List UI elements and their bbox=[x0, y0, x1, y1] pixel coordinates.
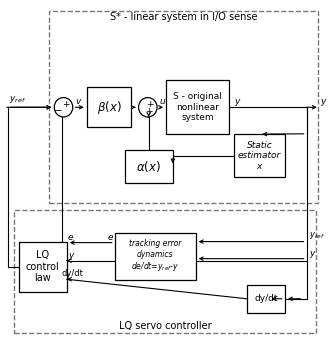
Text: tracking error
dynamics
de/dt=y$_{ref}$-y: tracking error dynamics de/dt=y$_{ref}$-… bbox=[129, 239, 182, 274]
Text: $y_{ref}$: $y_{ref}$ bbox=[9, 94, 26, 105]
Bar bbox=[125, 150, 173, 183]
Bar bbox=[48, 11, 318, 204]
Circle shape bbox=[138, 97, 157, 117]
Text: e: e bbox=[68, 232, 73, 242]
Circle shape bbox=[54, 97, 73, 117]
Bar bbox=[19, 242, 67, 292]
Text: dy/dt: dy/dt bbox=[61, 269, 83, 278]
Text: +: + bbox=[145, 107, 153, 116]
Bar bbox=[14, 211, 316, 333]
Text: LQ servo controller: LQ servo controller bbox=[119, 321, 211, 331]
Text: y: y bbox=[234, 96, 240, 105]
Text: S* - linear system in I/O sense: S* - linear system in I/O sense bbox=[110, 12, 257, 22]
Text: $y_{ref}$: $y_{ref}$ bbox=[309, 229, 325, 240]
Text: LQ
control
law: LQ control law bbox=[26, 250, 60, 283]
Text: +: + bbox=[146, 100, 154, 109]
Text: S - original
nonlinear
system: S - original nonlinear system bbox=[173, 92, 222, 122]
Text: u: u bbox=[159, 96, 165, 105]
Text: e: e bbox=[108, 232, 114, 242]
Text: v: v bbox=[75, 96, 81, 105]
Text: +: + bbox=[62, 100, 69, 109]
Bar bbox=[234, 134, 285, 177]
Text: $\beta(x)$: $\beta(x)$ bbox=[97, 99, 121, 116]
Text: y: y bbox=[309, 248, 314, 258]
Text: $\alpha(x)$: $\alpha(x)$ bbox=[136, 159, 161, 174]
Bar bbox=[115, 233, 196, 280]
Text: −: − bbox=[54, 106, 63, 116]
Text: y: y bbox=[320, 96, 326, 105]
Text: y: y bbox=[68, 251, 73, 260]
Bar bbox=[166, 80, 229, 134]
Text: dy/dt: dy/dt bbox=[254, 294, 278, 303]
Bar bbox=[247, 285, 285, 313]
Text: Static
estimator
x: Static estimator x bbox=[238, 141, 281, 171]
Bar bbox=[87, 87, 131, 127]
